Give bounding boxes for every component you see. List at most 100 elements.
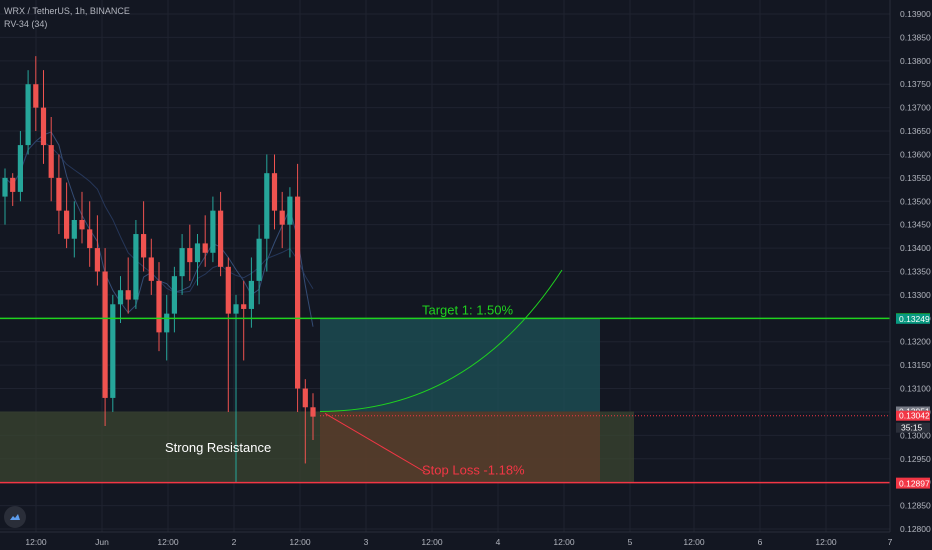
price-axis-bg (890, 0, 932, 550)
candle-body (64, 210, 70, 239)
candle-body (241, 304, 247, 309)
candle-body (110, 304, 116, 398)
time-tick-label: 12:00 (289, 537, 311, 547)
candle-body (279, 210, 285, 225)
annotations: Target 1: 1.50% Stop Loss -1.18% Strong … (165, 302, 525, 477)
candle-body (10, 177, 16, 192)
candle-body (48, 145, 54, 178)
candle-body (248, 280, 254, 309)
time-tick-label: 12:00 (421, 537, 443, 547)
candle-body (187, 248, 193, 263)
candle-body (87, 229, 93, 249)
price-tick-label: 0.13200 (900, 337, 931, 347)
price-tick-label: 0.13000 (900, 430, 931, 440)
price-level-tag (896, 478, 930, 489)
time-tick-label: 12:00 (683, 537, 705, 547)
candle-body (71, 220, 77, 239)
candle-body (17, 145, 23, 192)
candle-body (218, 210, 224, 267)
candle-body (56, 177, 62, 211)
loss-zone (320, 411, 600, 483)
price-tick-label: 0.12850 (900, 501, 931, 511)
time-tick-label: 12:00 (25, 537, 47, 547)
price-tick-label: 0.13300 (900, 290, 931, 300)
target-annotation: Target 1: 1.50% (422, 302, 513, 317)
price-tick-label: 0.13850 (900, 32, 931, 42)
time-tick-label: 6 (758, 537, 763, 547)
candle-body (25, 84, 31, 146)
candle-body (233, 304, 239, 314)
candle-body (179, 248, 185, 277)
candle-body (194, 243, 201, 263)
countdown-label: 35:15 (901, 423, 923, 433)
candle-body (102, 271, 108, 398)
price-tick-label: 0.13900 (900, 9, 931, 19)
candle-body (271, 173, 278, 211)
price-tick-label: 0.13650 (900, 126, 931, 136)
price-level-label: 0.12897 (899, 479, 930, 489)
price-tick-label: 0.12950 (900, 454, 931, 464)
time-tick-label: 5 (628, 537, 633, 547)
target-projection-curve (319, 269, 563, 412)
candle-body (164, 313, 170, 333)
symbol-title: WRX / TetherUS, 1h, BINANCE (4, 6, 130, 16)
candle-body (141, 234, 147, 258)
candle-body (117, 290, 124, 305)
candle-body (171, 276, 177, 314)
price-tick-label: 0.13600 (900, 149, 931, 159)
time-tick-label: 2 (232, 537, 237, 547)
profit-zone (320, 318, 600, 412)
candle-body (156, 280, 162, 333)
price-level-label: 0.13042 (899, 411, 930, 421)
time-tick-label: Jun (95, 537, 109, 547)
candle-body (264, 173, 270, 239)
candle-body (295, 196, 301, 389)
candle-body (302, 388, 308, 408)
price-tick-label: 0.13750 (900, 79, 931, 89)
resistance-annotation: Strong Resistance (165, 440, 271, 455)
candle-body (287, 196, 293, 225)
candle-body (94, 248, 100, 272)
candle-body (33, 84, 39, 108)
stop-projection-line (324, 413, 426, 473)
grid (0, 0, 891, 532)
time-tick-label: 12:00 (553, 537, 575, 547)
price-level-tag (896, 313, 930, 324)
candles (2, 56, 316, 483)
candle-body (310, 407, 316, 417)
time-tick-label: 4 (496, 537, 501, 547)
candle-body (225, 266, 231, 314)
price-tick-label: 0.13400 (900, 243, 931, 253)
time-tick-label: 12:00 (815, 537, 837, 547)
price-level-label: 0.13249 (899, 314, 930, 324)
price-tick-label: 0.13550 (900, 173, 931, 183)
time-axis[interactable]: 12:00 Jun 12:00 2 12:00 3 12:00 4 12:00 5 12:00 6 12… (0, 531, 893, 547)
price-axis[interactable]: 0.13900 0.13850 0.13800 0.13750 0.13700 0.136… (889, 0, 932, 550)
projection-lines (319, 269, 563, 473)
price-tick-label: 0.13700 (900, 103, 931, 113)
horizontal-levels (0, 317, 890, 484)
price-tick-label: 0.13100 (900, 384, 931, 394)
candle-body (79, 220, 85, 230)
position-zones (0, 318, 634, 483)
candle-body (202, 243, 208, 253)
price-tick-label: 0.13500 (900, 196, 931, 206)
candle-body (133, 234, 139, 300)
time-tick-label: 7 (888, 537, 893, 547)
candle-body (2, 177, 8, 197)
candle-body (125, 290, 131, 300)
tradingview-logo[interactable] (4, 506, 26, 528)
price-tick-label: 0.13800 (900, 56, 931, 66)
countdown-tag (896, 422, 930, 433)
time-tick-label: 3 (364, 537, 369, 547)
time-tick-label: 12:00 (157, 537, 179, 547)
price-tick-label: 0.13450 (900, 220, 931, 230)
price-tick-label: 0.13150 (900, 360, 931, 370)
price-tick-label: 0.13350 (900, 267, 931, 277)
price-level-tag (896, 410, 930, 421)
cloud-icon (10, 514, 20, 520)
price-tick-label: 0.12800 (900, 524, 931, 534)
candle-body (210, 210, 216, 253)
candle-body (148, 257, 154, 281)
